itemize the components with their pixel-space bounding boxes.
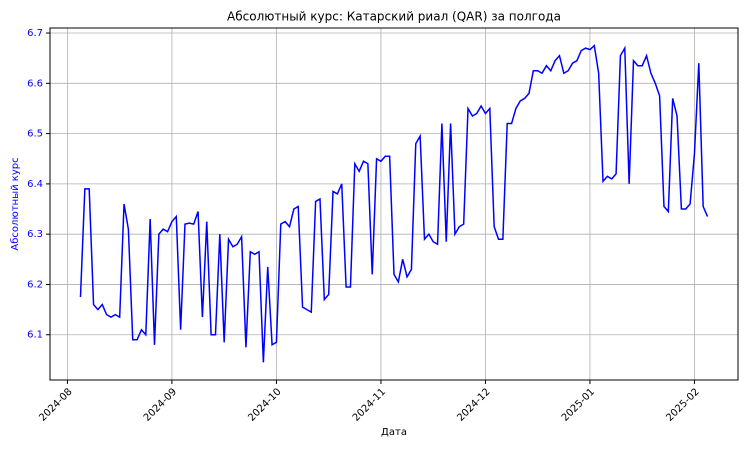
x-tick-label: 2025-01	[560, 386, 597, 423]
chart-title: Абсолютный курс: Катарский риал (QAR) за…	[227, 10, 561, 24]
x-tick-label: 2024-12	[455, 386, 492, 423]
y-axis-label: Абсолютный курс	[10, 157, 21, 250]
x-axis-label: Дата	[381, 427, 407, 438]
y-tick-label: 6.1	[27, 330, 43, 341]
plot-frame	[49, 27, 739, 381]
y-tick-label: 6.5	[27, 129, 43, 140]
y-tick-label: 6.2	[27, 279, 43, 290]
y-tick-label: 6.6	[27, 78, 43, 89]
x-tick-label: 2024-11	[351, 386, 388, 423]
x-tick-label: 2025-02	[664, 386, 701, 423]
y-tick-label: 6.4	[27, 179, 43, 190]
y-tick-label: 6.7	[27, 28, 43, 39]
data-line	[79, 44, 709, 363]
x-tick-label: 2024-10	[246, 386, 283, 423]
x-tick-label: 2024-09	[142, 386, 179, 423]
y-tick-label: 6.3	[27, 229, 43, 240]
x-tick-label: 2024-08	[37, 386, 74, 423]
